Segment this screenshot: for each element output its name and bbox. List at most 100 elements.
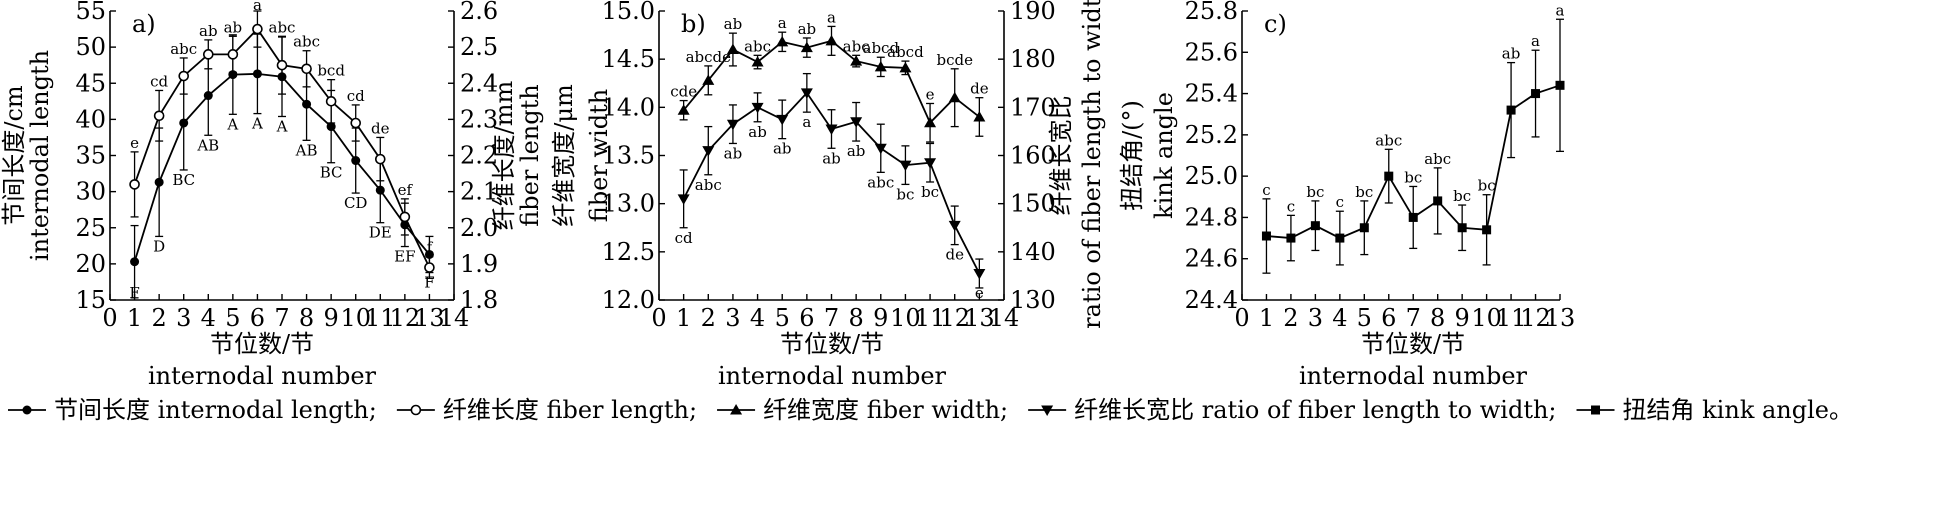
significance-label: abcde	[686, 48, 732, 66]
data-point	[129, 179, 140, 190]
significance-label: bc	[921, 183, 939, 201]
y2-tick-label: 2.5	[460, 33, 498, 61]
x-tick-label: 13	[414, 304, 445, 332]
significance-label: A	[276, 117, 288, 135]
significance-label: cd	[675, 229, 693, 247]
significance-label: ab	[822, 149, 841, 167]
y-tick-label: 25.8	[1185, 0, 1238, 25]
legend-marker	[1041, 405, 1054, 416]
y2-axis-title-en: ratio of fiber length to width	[1078, 0, 1106, 329]
x-tick-label: 11	[1496, 304, 1527, 332]
chart-panel-1: 1520253035404550551.81.92.02.12.22.32.42…	[0, 0, 544, 390]
x-tick-label: 4	[750, 304, 765, 332]
y2-tick-label: 2.4	[460, 69, 498, 97]
significance-label: abc	[170, 40, 197, 58]
x-axis-title-en: internodal number	[718, 362, 947, 390]
x-tick-label: 0	[102, 304, 117, 332]
x-tick-label: 0	[1234, 304, 1249, 332]
data-point	[179, 118, 189, 128]
y2-tick-label: 130	[1010, 286, 1056, 314]
x-tick-label: 1	[127, 304, 142, 332]
y2-axis-title: 纤维长宽比	[1047, 96, 1075, 216]
y2-tick-label: 1.9	[460, 250, 498, 278]
x-tick-label: 5	[775, 304, 790, 332]
y-tick-label: 24.4	[1185, 286, 1238, 314]
y2-tick-label: 2.6	[460, 0, 498, 25]
x-tick-label: 2	[152, 304, 167, 332]
data-point	[1335, 233, 1345, 243]
significance-label: ab	[1502, 45, 1521, 63]
y2-tick-label: 2.3	[460, 105, 498, 133]
y-tick-label: 55	[75, 0, 106, 25]
data-point	[350, 117, 362, 129]
significance-label: ab	[773, 140, 792, 158]
x-tick-label: 3	[176, 304, 191, 332]
significance-label: e	[130, 134, 139, 152]
x-tick-label: 12	[1520, 304, 1551, 332]
data-point	[252, 23, 263, 35]
data-point	[924, 116, 937, 128]
significance-label: A	[251, 115, 263, 133]
data-point	[203, 91, 213, 101]
x-tick-label: 4	[201, 304, 216, 332]
significance-label: a	[802, 113, 811, 131]
significance-label: DE	[369, 224, 392, 242]
legend-marker	[730, 404, 743, 415]
x-tick-label: 9	[324, 304, 339, 332]
x-tick-label: 4	[1332, 304, 1347, 332]
significance-label: abcd	[863, 39, 900, 57]
x-tick-label: 8	[299, 304, 314, 332]
significance-label: bcd	[317, 62, 345, 80]
significance-label: abc	[1424, 150, 1451, 168]
x-tick-label: 7	[1406, 304, 1421, 332]
significance-label: cd	[347, 87, 365, 105]
data-point	[1408, 212, 1418, 222]
significance-label: ab	[748, 123, 767, 141]
x-tick-label: 8	[1430, 304, 1445, 332]
data-point	[1261, 231, 1271, 241]
significance-label: bc	[1306, 183, 1324, 201]
y-tick-label: 13.0	[602, 190, 655, 218]
data-point	[351, 156, 361, 166]
data-point	[776, 114, 789, 126]
significance-label: ab	[847, 142, 866, 160]
significance-label: de	[945, 246, 964, 264]
x-tick-label: 8	[849, 304, 864, 332]
significance-label: ab	[724, 15, 743, 33]
significance-label: AB	[295, 141, 318, 159]
significance-label: bc	[1404, 168, 1422, 186]
x-axis-title: 节位数/节	[210, 330, 314, 358]
x-tick-label: 1	[1259, 304, 1274, 332]
data-point	[702, 74, 715, 85]
significance-label: a	[1531, 32, 1540, 50]
y2-tick-label: 140	[1010, 238, 1056, 266]
x-tick-label: 12	[939, 304, 970, 332]
significance-label: de	[371, 119, 390, 137]
y2-axis-title: 纤维长度/mm	[490, 80, 518, 230]
chart-panel-3: 24.424.624.825.025.225.425.625.80 1 2 3 4 5 6 7…	[1118, 0, 1575, 390]
data-point	[130, 257, 140, 267]
significance-label: cd	[150, 72, 168, 90]
significance-label: EF	[394, 248, 415, 266]
data-point	[751, 56, 764, 67]
data-point	[375, 185, 385, 195]
y-tick-label: 24.6	[1185, 245, 1238, 273]
y-axis-title-en: fiber width	[585, 89, 613, 222]
significance-label: bc	[1478, 177, 1496, 195]
y2-tick-label: 180	[1010, 45, 1056, 73]
data-point	[374, 153, 386, 165]
data-point	[1482, 225, 1492, 235]
x-tick-label: 6	[250, 304, 265, 332]
y2-tick-label: 160	[1010, 142, 1056, 170]
data-point	[948, 220, 961, 232]
panel-label: c)	[1264, 10, 1287, 38]
data-point	[1555, 80, 1565, 90]
legend: 节间长度 internodal length; 纤维长度 fiber length…	[8, 396, 1853, 424]
y-tick-label: 45	[75, 69, 106, 97]
y2-tick-label: 2.0	[460, 214, 498, 242]
y-tick-label: 35	[75, 142, 106, 170]
significance-label: F	[129, 284, 139, 302]
